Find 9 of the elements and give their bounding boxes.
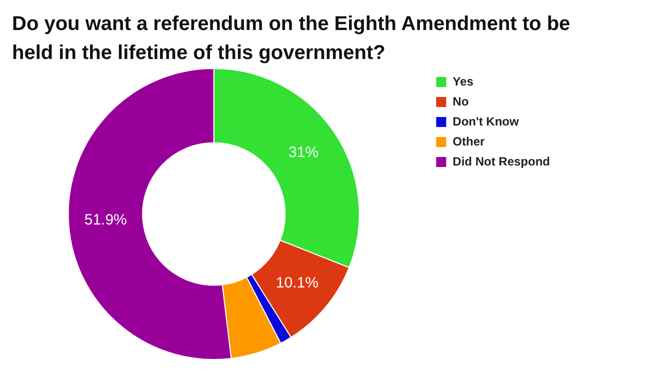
data-label: 10.1% [276,274,318,292]
legend-label: Yes [452,74,474,88]
legend-label: Did Not Respond [452,154,550,168]
chart-title: Do you want a referendum on the Eighth Amendment to be held in the lifetime of this government? [11,12,572,66]
legend-label: No [452,94,469,108]
legend-label: Don't Know [452,114,520,128]
legend-label: Other [452,134,486,148]
data-label: 51.9% [84,212,127,229]
data-label: 31% [288,144,319,162]
